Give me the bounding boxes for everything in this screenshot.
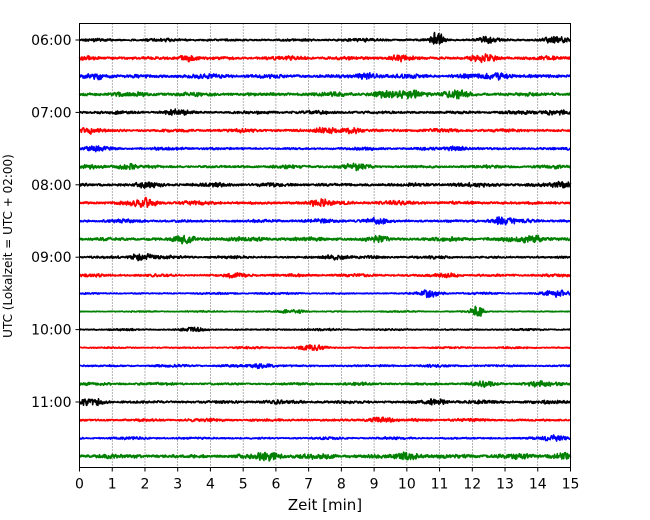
x-tick-label: 9 <box>370 477 379 493</box>
x-axis-title: Zeit [min] <box>288 496 362 514</box>
y-axis: 06:00 07:00 08:00 09:00 10:00 11:00 <box>31 33 80 411</box>
trace-1000-black <box>78 326 571 333</box>
x-tick-label: 8 <box>337 477 346 493</box>
trace-1045-green <box>78 380 571 388</box>
trace-0930-blue <box>78 289 571 299</box>
x-tick-label: 2 <box>141 477 150 493</box>
x-axis: 0 1 2 3 4 5 6 7 8 9 10 11 12 13 14 15 <box>75 467 580 493</box>
trace-0800-black <box>78 180 572 189</box>
trace-1145-green <box>79 451 572 462</box>
y-tick-label: 11:00 <box>31 395 71 411</box>
trace-0645-green <box>78 89 572 100</box>
traces-layer <box>78 31 572 462</box>
trace-1030-blue <box>79 363 572 370</box>
trace-0915-red <box>78 272 572 279</box>
y-tick-label: 07:00 <box>31 105 71 121</box>
plot-frame <box>79 23 571 468</box>
trace-0745-green <box>78 162 572 172</box>
trace-0730-blue <box>78 145 572 153</box>
x-tick-label: 12 <box>463 477 481 493</box>
trace-0700-black <box>78 108 571 116</box>
x-tick-label: 10 <box>398 477 416 493</box>
x-tick-label: 11 <box>431 477 449 493</box>
x-tick-label: 6 <box>271 477 280 493</box>
trace-1130-blue <box>78 434 572 442</box>
x-tick-label: 1 <box>108 477 117 493</box>
trace-0630-blue <box>79 71 572 81</box>
trace-1100-black <box>78 398 572 407</box>
x-tick-label: 7 <box>304 477 313 493</box>
trace-1015-red <box>78 344 571 352</box>
y-axis-title: UTC (Lokalzeit = UTC + 02:00) <box>1 154 15 338</box>
x-tick-label: 3 <box>173 477 182 493</box>
trace-0600-black <box>78 31 572 45</box>
y-tick-label: 09:00 <box>31 250 71 266</box>
x-tick-label: 14 <box>529 477 547 493</box>
x-tick-label: 0 <box>75 477 84 493</box>
x-tick-label: 5 <box>239 477 248 493</box>
trace-0815-red <box>78 196 571 209</box>
x-tick-label: 13 <box>496 477 514 493</box>
trace-0945-green <box>79 305 571 317</box>
grid-layer <box>111 23 539 468</box>
trace-1115-red <box>78 416 572 423</box>
y-tick-label: 10:00 <box>31 323 71 339</box>
x-tick-label: 15 <box>562 477 580 493</box>
trace-0615-red <box>78 53 572 64</box>
trace-0715-red <box>78 126 571 135</box>
y-tick-label: 08:00 <box>31 178 71 194</box>
y-tick-label: 06:00 <box>31 33 71 49</box>
x-tick-label: 4 <box>206 477 215 493</box>
trace-0830-blue <box>79 216 572 226</box>
trace-0845-green <box>78 234 572 245</box>
trace-0900-black <box>78 252 572 262</box>
